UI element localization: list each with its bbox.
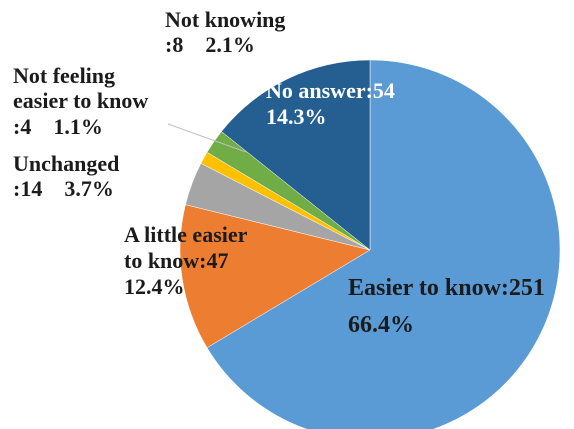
label-easier-to-know-pct: 66.4% — [348, 312, 414, 338]
pie-slice-noanswer — [221, 59, 371, 251]
label-unchanged-value: :14 3.7% — [13, 176, 114, 201]
label-no-answer-pct: 14.3% — [266, 104, 327, 129]
label-not-knowing-value: :8 2.1% — [165, 32, 255, 57]
pie-slice-little — [179, 204, 371, 349]
label-easier-to-know: Easier to know:251 — [348, 275, 545, 301]
label-little-easier-line1: A little easier — [124, 222, 248, 247]
label-not-feeling-line1: Not feeling — [13, 63, 115, 88]
label-little-easier-line2: to know:47 — [124, 248, 229, 273]
label-not-feeling-line2: easier to know — [13, 88, 148, 113]
label-little-easier-pct: 12.4% — [124, 274, 185, 299]
label-not-knowing: Not knowing — [165, 7, 285, 32]
label-no-answer: No answer:54 — [266, 78, 395, 103]
pie-slices — [179, 59, 561, 429]
label-unchanged: Unchanged — [13, 151, 119, 176]
leader-line-not-feeling — [167, 123, 247, 153]
pie-slice-easier — [206, 59, 561, 429]
label-not-feeling-value: :4 1.1% — [13, 114, 103, 139]
